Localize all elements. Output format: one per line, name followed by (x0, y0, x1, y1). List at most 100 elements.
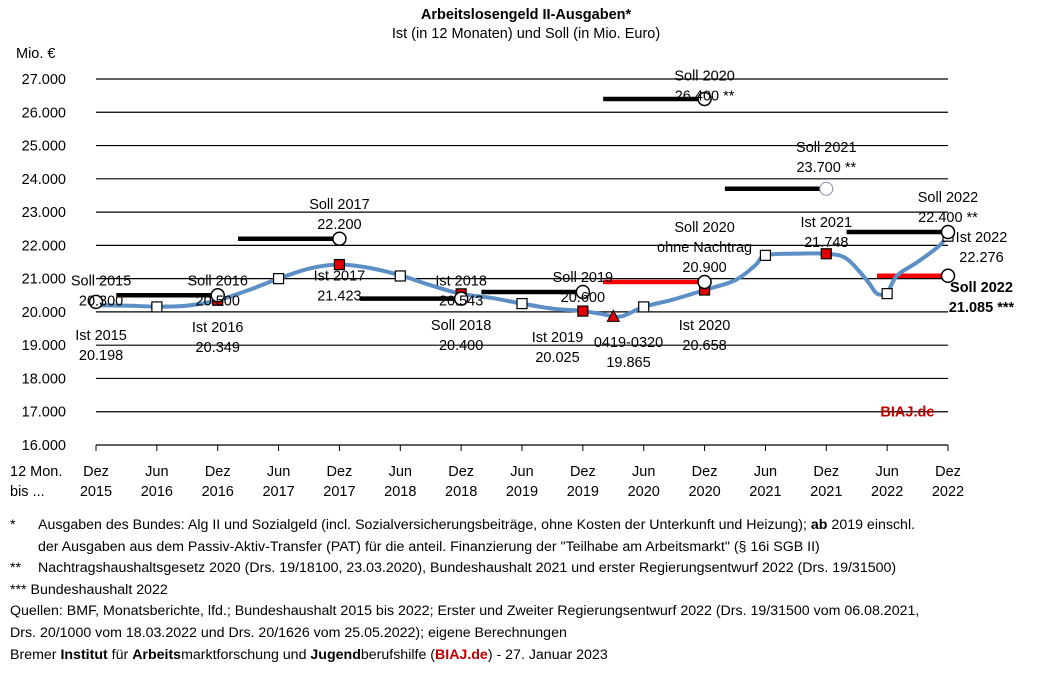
data-label: 20.658 (682, 338, 726, 354)
data-label: Soll 2022 (918, 190, 978, 206)
soll-marker (210, 288, 225, 303)
data-label: 20.198 (79, 348, 123, 364)
ist-marker (881, 288, 893, 300)
soll-marker (88, 294, 104, 310)
footnote-1-marker: * (10, 517, 16, 533)
x-tick-label-year: 2019 (506, 484, 538, 500)
data-label: Ist 2018 (435, 273, 487, 289)
data-label: 22.400 ** (918, 210, 978, 226)
footnote-1-text-a: Ausgaben des Bundes: Alg II und Sozialge… (38, 517, 811, 533)
soll-marker (575, 284, 591, 300)
y-tick-label: 22.000 (22, 238, 66, 254)
data-label: 21.085 *** (949, 300, 1015, 316)
footnotes: * Ausgaben des Bundes: Alg II und Sozialg… (10, 515, 1045, 666)
x-tick-label-year: 2016 (141, 484, 173, 500)
soll-marker (697, 91, 712, 107)
data-label: Soll 2020 (674, 69, 734, 85)
x-tick-label-month: Dez (327, 464, 353, 480)
data-label: 20.349 (196, 340, 240, 356)
sources-line-1: Quellen: BMF, Monatsberichte, lfd.; Bund… (10, 603, 920, 620)
footnote-1-bold: ab (810, 517, 828, 533)
data-label: Ist 2016 (192, 320, 244, 336)
x-tick-label-month: Dez (83, 464, 109, 480)
x-tick-label-month: Dez (448, 464, 474, 480)
x-tick-label-year: 2021 (749, 484, 781, 500)
x-tick-label-year: 2017 (262, 484, 294, 500)
data-label: 19.865 (606, 355, 650, 371)
x-tick-label-month: Dez (570, 464, 596, 480)
footnote-1-text-b: 2019 einschl. (827, 517, 916, 533)
x-tick-label-year: 2018 (445, 484, 477, 500)
footnote-2-marker: ** (10, 560, 22, 577)
x-axis-label-line1: 12 Mon. (10, 464, 62, 480)
ist-marker-red (333, 258, 346, 271)
sources-line-2: Drs. 20/1000 vom 18.03.2022 und Drs. 20/… (10, 624, 567, 641)
x-tick-label-month: Jun (875, 464, 898, 480)
y-tick-label: 20.000 (22, 305, 66, 321)
data-label: 20.300 (79, 293, 123, 309)
watermark-label: BIAJ.de (880, 405, 934, 421)
data-label: Soll 2016 (187, 273, 247, 289)
y-tick-label: 27.000 (22, 72, 66, 88)
y-tick-label: 21.000 (22, 272, 66, 288)
x-tick-label-year: 2017 (323, 484, 355, 500)
data-label: Ist 2022 (956, 230, 1008, 246)
x-tick-label-year: 2019 (567, 484, 599, 500)
credit-a: Bremer (10, 646, 61, 663)
data-label: Ist 2015 (75, 328, 127, 344)
footnote-1-line2: der Ausgaben aus dem Passiv-Aktiv-Transf… (38, 538, 820, 555)
x-tick-label-year: 2015 (80, 484, 112, 500)
soll-marker (332, 231, 347, 246)
credit-g: berufshilfe ( (360, 646, 435, 663)
y-tick-label: 19.000 (22, 338, 66, 354)
data-label: Ist 2017 (314, 268, 366, 284)
credit-brand-link[interactable]: BIAJ.de (435, 646, 488, 663)
footnote-1: * Ausgaben des Bundes: Alg II und Sozialg… (10, 515, 1045, 537)
data-label: 20.600 (561, 290, 605, 306)
credit-d: Arbeits (132, 646, 182, 663)
x-tick-label-year: 2022 (871, 484, 903, 500)
y-tick-label: 16.000 (22, 438, 66, 454)
data-label: Soll 2018 (431, 318, 491, 334)
x-tick-label-month: Jun (267, 464, 290, 480)
credit-i: ) - 27. Januar 2023 (487, 646, 608, 663)
x-axis-label-line2: bis ... (10, 484, 45, 500)
data-label: Soll 2017 (309, 197, 369, 213)
x-tick-label-month: Jun (632, 464, 655, 480)
data-label: 20.025 (535, 350, 579, 366)
credit-c: für (107, 646, 133, 663)
ist-marker (516, 297, 528, 310)
data-label: Ist 2020 (679, 318, 731, 334)
data-label: ohne Nachtrag (657, 240, 752, 256)
ist-marker-triangle (606, 309, 621, 322)
chart-subtitle: Ist (in 12 Monaten) und Soll (in Mio. Eu… (392, 26, 660, 42)
x-tick-label-month: Jun (754, 464, 777, 480)
x-tick-label-month: Jun (389, 464, 412, 480)
x-tick-label-year: 2021 (810, 484, 842, 500)
y-tick-label: 26.000 (22, 105, 66, 121)
ist-marker-red (577, 305, 589, 317)
data-label: Soll 2022 (950, 280, 1013, 296)
data-label: Soll 2020 (674, 220, 734, 236)
soll-marker (453, 291, 469, 306)
data-label: Soll 2021 (796, 140, 856, 156)
ist-marker (272, 273, 285, 285)
data-label: 20.500 (196, 293, 240, 309)
x-tick-label-month: Dez (205, 464, 231, 480)
data-label: Soll 2019 (553, 270, 613, 286)
y-tick-label: 25.000 (22, 139, 66, 155)
data-label: 21.423 (317, 288, 361, 304)
x-tick-label-month: Dez (935, 464, 961, 480)
y-tick-label: 18.000 (22, 371, 66, 387)
chart: Arbeitslosengeld II-Ausgaben* Ist (in 12 … (10, 7, 1015, 500)
data-label: 20.400 (439, 338, 483, 354)
x-tick-label-year: 2020 (628, 484, 660, 500)
x-tick-label-month: Jun (510, 464, 533, 480)
data-label: Ist 2021 (800, 215, 852, 231)
soll-marker (940, 224, 956, 240)
data-label: 21.748 (804, 235, 848, 251)
data-label: 23.700 ** (796, 160, 856, 176)
data-label: Ist 2019 (532, 330, 584, 346)
credit-b: Institut (60, 646, 108, 663)
x-tick-label-year: 2016 (202, 484, 234, 500)
